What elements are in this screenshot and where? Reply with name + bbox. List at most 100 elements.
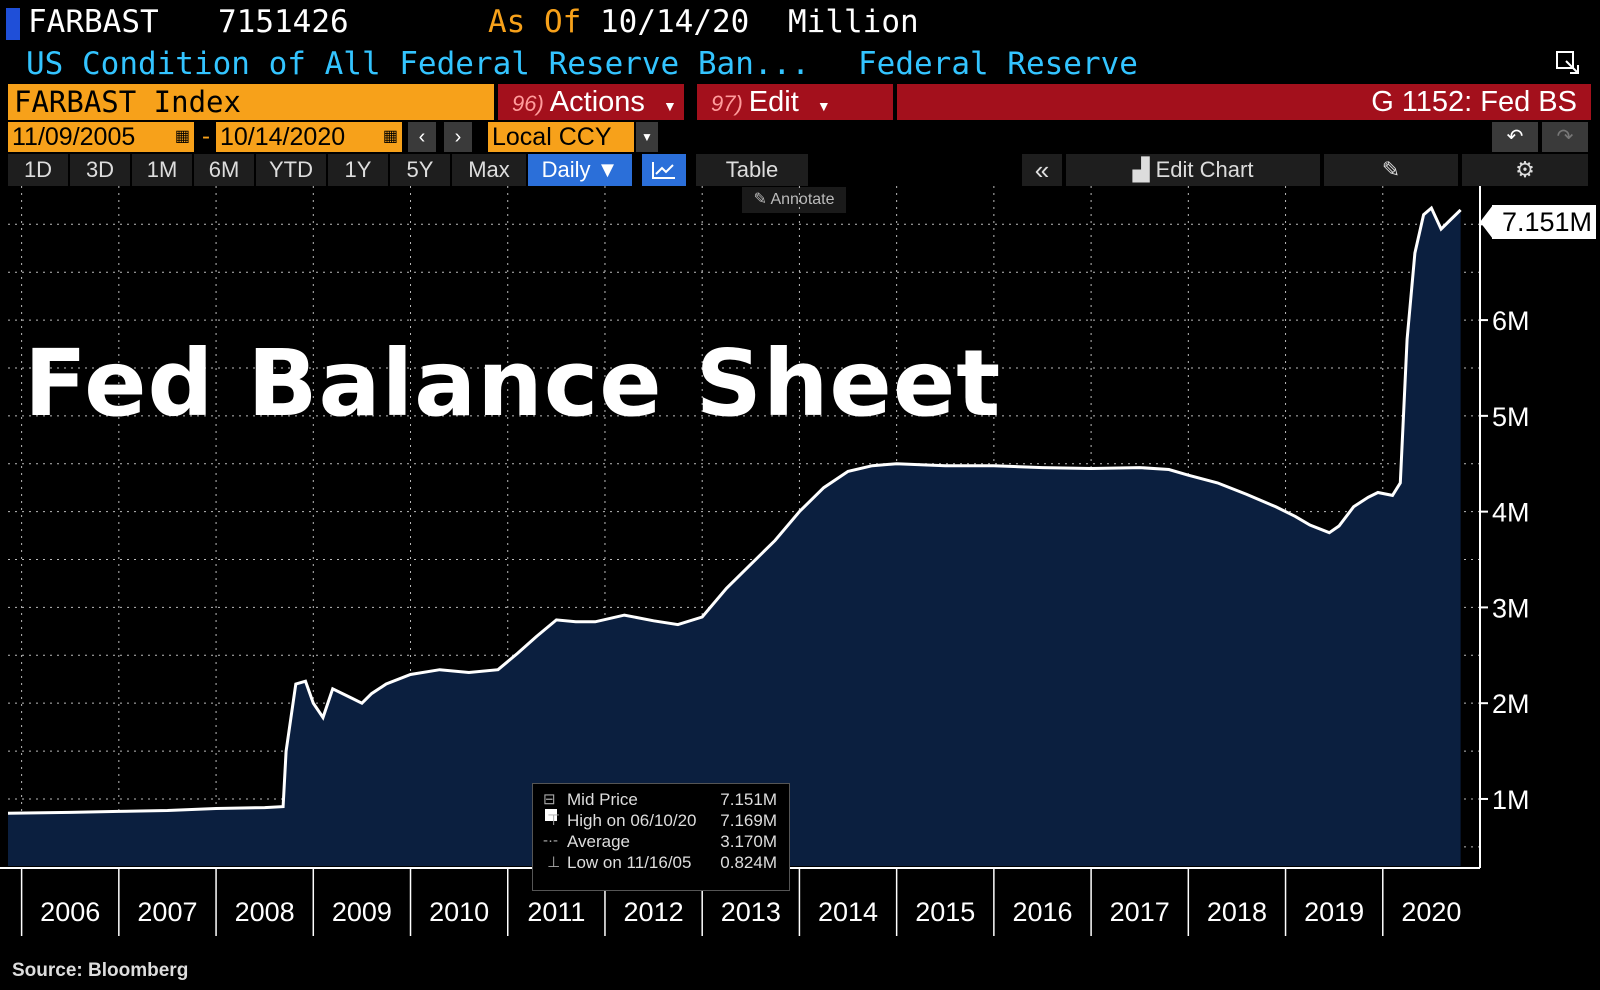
drawing-icon[interactable]: ✎ <box>1324 154 1458 186</box>
function-title: G 1152: Fed BS <box>897 84 1591 120</box>
x-tick-label: 2015 <box>915 897 975 927</box>
next-period-button[interactable]: › <box>444 122 472 152</box>
date-range-bar: 11/09/2005 ▦ - 10/14/2020 ▦ ‹ › Local CC… <box>0 122 1600 152</box>
legend-label: Low on 11/16/05 <box>567 853 692 872</box>
legend-row: ⊥ Low on 11/16/05 0.824M <box>543 853 781 874</box>
tab-6m[interactable]: 6M <box>194 154 254 186</box>
series-area <box>8 208 1461 866</box>
gear-icon[interactable]: ⚙ <box>1462 154 1588 186</box>
chart-overlay-title: Fed Balance Sheet <box>24 330 1002 437</box>
tab-5y[interactable]: 5Y <box>390 154 450 186</box>
x-tick-label: 2012 <box>624 897 684 927</box>
currency-select[interactable]: Local CCY <box>488 122 634 152</box>
y-tick-label: 5M <box>1492 402 1530 432</box>
legend-value: 0.824M <box>720 853 777 872</box>
tab-1y[interactable]: 1Y <box>328 154 388 186</box>
legend-label: High on 06/10/20 <box>567 811 697 830</box>
legend-row: -·- Average 3.170M <box>543 832 781 853</box>
pencil-icon: ✎ <box>753 191 767 208</box>
edit-chart-button[interactable]: ▟ Edit Chart <box>1066 154 1320 186</box>
y-tick-label: 2M <box>1492 689 1530 719</box>
unit-label: Million <box>788 4 919 40</box>
x-tick-label: 2014 <box>818 897 878 927</box>
source-footer: Source: Bloomberg <box>12 960 189 981</box>
x-tick-label: 2020 <box>1401 897 1461 927</box>
frequency-value: Daily <box>541 157 591 182</box>
tab-ytd[interactable]: YTD <box>256 154 326 186</box>
as-of-date: 10/14/20 <box>600 4 750 40</box>
legend-row: ⊟ Mid Price 7.151M <box>543 790 781 821</box>
balance-sheet-chart[interactable]: 1M2M3M4M5M6M7M 2006200720082009201020112… <box>0 186 1600 956</box>
end-date-value: 10/14/2020 <box>220 123 346 151</box>
legend-label: Mid Price <box>567 790 638 809</box>
undo-icon[interactable]: ↶ <box>1492 122 1538 152</box>
redo-icon[interactable]: ↷ <box>1542 122 1588 152</box>
y-axis-ticks: 1M2M3M4M5M6M7M <box>1480 210 1530 815</box>
currency-value: Local CCY <box>492 123 612 151</box>
actions-number: 96) <box>512 91 544 116</box>
last-value-pointer <box>1480 205 1493 239</box>
legend-swatch-icon: ⊟ <box>543 790 565 825</box>
annotate-label: Annotate <box>770 191 835 208</box>
chevron-down-icon: ▼ <box>662 98 677 114</box>
edit-label: Edit <box>748 86 799 118</box>
x-tick-label: 2016 <box>1012 897 1072 927</box>
chevron-down-icon[interactable]: ▼ <box>636 122 658 152</box>
security-description: US Condition of All Federal Reserve Ban.… <box>26 46 810 82</box>
collapse-icon[interactable]: « <box>1022 154 1062 186</box>
source-name: Federal Reserve <box>858 46 1138 82</box>
x-tick-label: 2009 <box>332 897 392 927</box>
edit-chart-label: Edit Chart <box>1155 157 1254 182</box>
actions-label: Actions <box>549 86 645 118</box>
edit-menu[interactable]: 97) Edit ▼ <box>697 84 893 120</box>
start-date-value: 11/09/2005 <box>12 123 136 151</box>
legend-label: Average <box>567 832 631 851</box>
description-header: US Condition of All Federal Reserve Ban.… <box>0 42 1600 82</box>
security-marker <box>6 8 20 40</box>
tab-max[interactable]: Max <box>452 154 526 186</box>
average-marker-icon: -·- <box>543 832 558 849</box>
chevron-down-icon: ▼ <box>596 157 619 182</box>
calendar-icon[interactable]: ▦ <box>174 128 190 145</box>
x-tick-label: 2018 <box>1207 897 1267 927</box>
x-tick-label: 2007 <box>137 897 197 927</box>
tab-1d[interactable]: 1D <box>8 154 68 186</box>
frequency-select[interactable]: Daily ▼ <box>528 154 632 186</box>
start-date-field[interactable]: 11/09/2005 ▦ <box>8 122 194 152</box>
high-marker-icon: ⊤ <box>543 812 561 829</box>
last-value-tag: 7.151M <box>1492 205 1596 239</box>
x-tick-label: 2013 <box>721 897 781 927</box>
y-tick-label: 6M <box>1492 306 1530 336</box>
last-value: 7151426 <box>218 4 349 40</box>
x-tick-label: 2008 <box>235 897 295 927</box>
chart-legend: ⊟ Mid Price 7.151M ⊤ High on 06/10/20 7.… <box>532 783 790 891</box>
line-chart-icon[interactable] <box>642 154 686 186</box>
as-of-label: As Of <box>488 4 582 40</box>
chevron-down-icon: ▼ <box>816 98 831 114</box>
prev-period-button[interactable]: ‹ <box>408 122 436 152</box>
legend-value: 3.170M <box>720 832 777 851</box>
actions-menu[interactable]: 96) Actions ▼ <box>498 84 684 120</box>
tab-1m[interactable]: 1M <box>132 154 192 186</box>
calendar-icon[interactable]: ▦ <box>382 128 398 145</box>
end-date-field[interactable]: 10/14/2020 ▦ <box>216 122 402 152</box>
y-tick-label: 1M <box>1492 785 1530 815</box>
date-separator: - <box>202 123 210 150</box>
x-tick-label: 2017 <box>1110 897 1170 927</box>
table-button[interactable]: Table <box>696 154 808 186</box>
legend-value: 7.169M <box>720 811 777 830</box>
legend-value: 7.151M <box>720 790 777 809</box>
tab-3d[interactable]: 3D <box>70 154 130 186</box>
legend-row: ⊤ High on 06/10/20 7.169M <box>543 811 781 832</box>
period-tab-bar: 1D 3D 1M 6M YTD 1Y 5Y Max Daily ▼ Table … <box>0 152 1600 186</box>
annotate-button[interactable]: ✎ Annotate <box>742 187 846 213</box>
y-tick-label: 3M <box>1492 593 1530 623</box>
series-line <box>7 205 1462 815</box>
ticker-label: FARBAST <box>28 4 159 40</box>
x-axis-ticks: 2006 2007 2008 2009 2010 2011 2012 2013 2014 2015… <box>20 868 1461 936</box>
popout-icon[interactable] <box>1555 48 1581 74</box>
command-bar: FARBAST Index 96) Actions ▼ 97) Edit ▼ G 1… <box>0 84 1600 120</box>
security-field[interactable]: FARBAST Index <box>8 84 494 120</box>
edit-number: 97) <box>711 91 743 116</box>
chart-icon: ▟ <box>1132 157 1150 182</box>
